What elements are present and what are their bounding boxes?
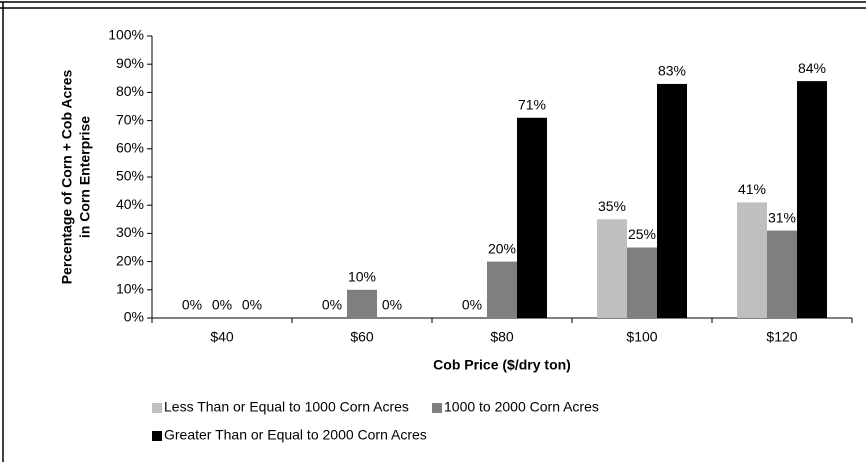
y-tick-label: 30% [116,224,144,240]
value-label: 31% [768,209,796,225]
value-label: 71% [518,96,546,112]
x-tick-label: $40 [210,329,234,345]
x-tick-label: $60 [350,329,374,345]
bar [797,81,827,319]
x-tick-label: $120 [766,329,797,345]
y-tick-label: 100% [108,27,144,43]
y-axis-title: Percentage of Corn + Cob Acres [59,69,75,284]
value-label: 0% [242,297,262,313]
x-axis-title: Cob Price ($/dry ton) [433,357,571,373]
legend-swatch [152,403,162,413]
y-tick-label: 20% [116,252,144,268]
bar [487,261,517,318]
value-label: 20% [488,240,516,256]
legend-swatch [432,403,442,413]
y-tick-label: 70% [116,111,144,127]
y-axis-title: in Corn Enterprise [77,116,93,238]
value-label: 10% [348,269,376,285]
value-label: 0% [382,297,402,313]
value-label: 35% [598,198,626,214]
legend-swatch [152,431,162,441]
value-label: 0% [322,297,342,313]
y-tick-label: 0% [124,309,144,325]
value-label: 0% [212,297,232,313]
y-tick-label: 50% [116,168,144,184]
value-label: 84% [798,60,826,76]
y-tick-label: 10% [116,281,144,297]
value-label: 0% [462,297,482,313]
legend-label: Greater Than or Equal to 2000 Corn Acres [164,427,427,443]
value-label: 25% [628,226,656,242]
bar [657,83,687,318]
bar [597,219,627,318]
y-tick-label: 40% [116,196,144,212]
y-tick-label: 90% [116,55,144,71]
value-label: 83% [658,63,686,79]
bar [767,230,797,318]
bar [517,117,547,318]
value-label: 41% [738,181,766,197]
x-tick-label: $80 [490,329,514,345]
bar [347,289,377,318]
bar [737,202,767,318]
x-tick-label: $100 [626,329,657,345]
legend-label: Less Than or Equal to 1000 Corn Acres [164,399,409,415]
bar [627,247,657,318]
y-tick-label: 80% [116,83,144,99]
y-tick-label: 60% [116,140,144,156]
legend-label: 1000 to 2000 Corn Acres [444,399,599,415]
value-label: 0% [182,297,202,313]
